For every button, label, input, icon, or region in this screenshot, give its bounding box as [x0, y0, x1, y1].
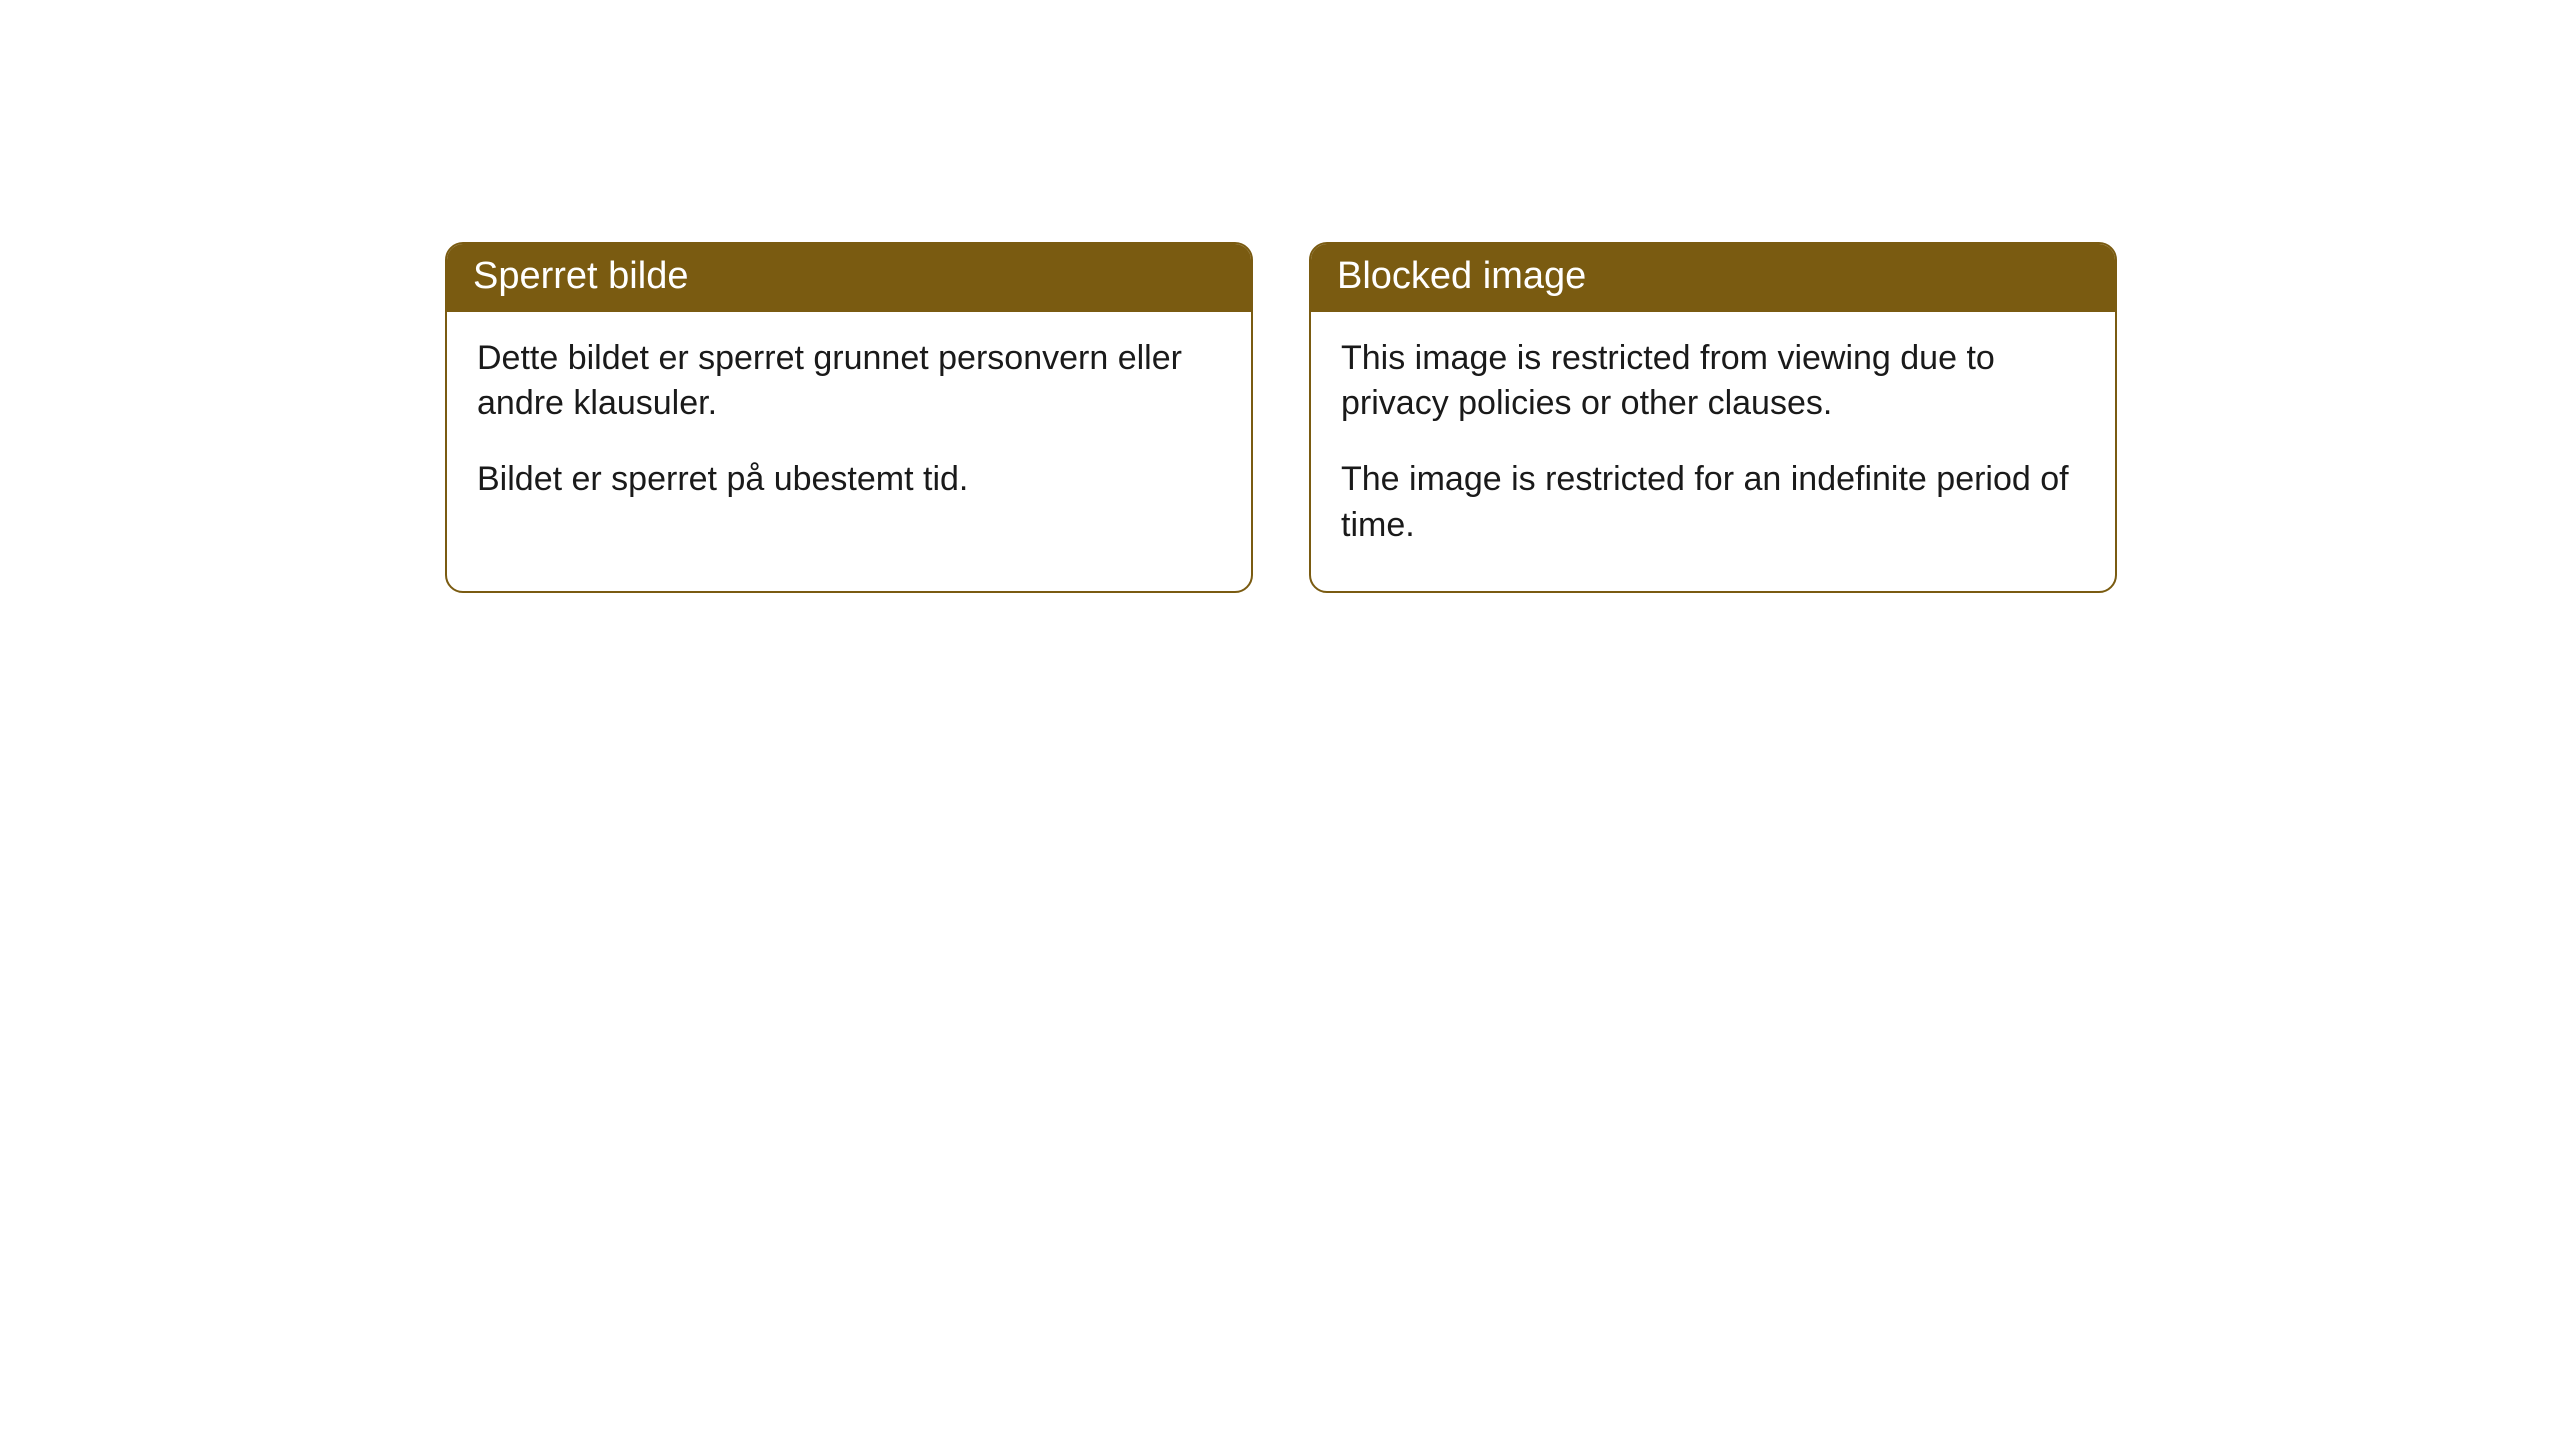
- card-text-en-1: This image is restricted from viewing du…: [1341, 336, 2085, 428]
- blocked-image-card-en: Blocked image This image is restricted f…: [1309, 242, 2117, 593]
- card-body-en: This image is restricted from viewing du…: [1311, 312, 2115, 592]
- notice-cards-container: Sperret bilde Dette bildet er sperret gr…: [445, 242, 2117, 593]
- blocked-image-card-no: Sperret bilde Dette bildet er sperret gr…: [445, 242, 1253, 593]
- card-header-en: Blocked image: [1311, 244, 2115, 312]
- card-header-no: Sperret bilde: [447, 244, 1251, 312]
- card-text-en-2: The image is restricted for an indefinit…: [1341, 457, 2085, 549]
- card-body-no: Dette bildet er sperret grunnet personve…: [447, 312, 1251, 546]
- card-text-no-1: Dette bildet er sperret grunnet personve…: [477, 336, 1221, 428]
- card-text-no-2: Bildet er sperret på ubestemt tid.: [477, 457, 1221, 503]
